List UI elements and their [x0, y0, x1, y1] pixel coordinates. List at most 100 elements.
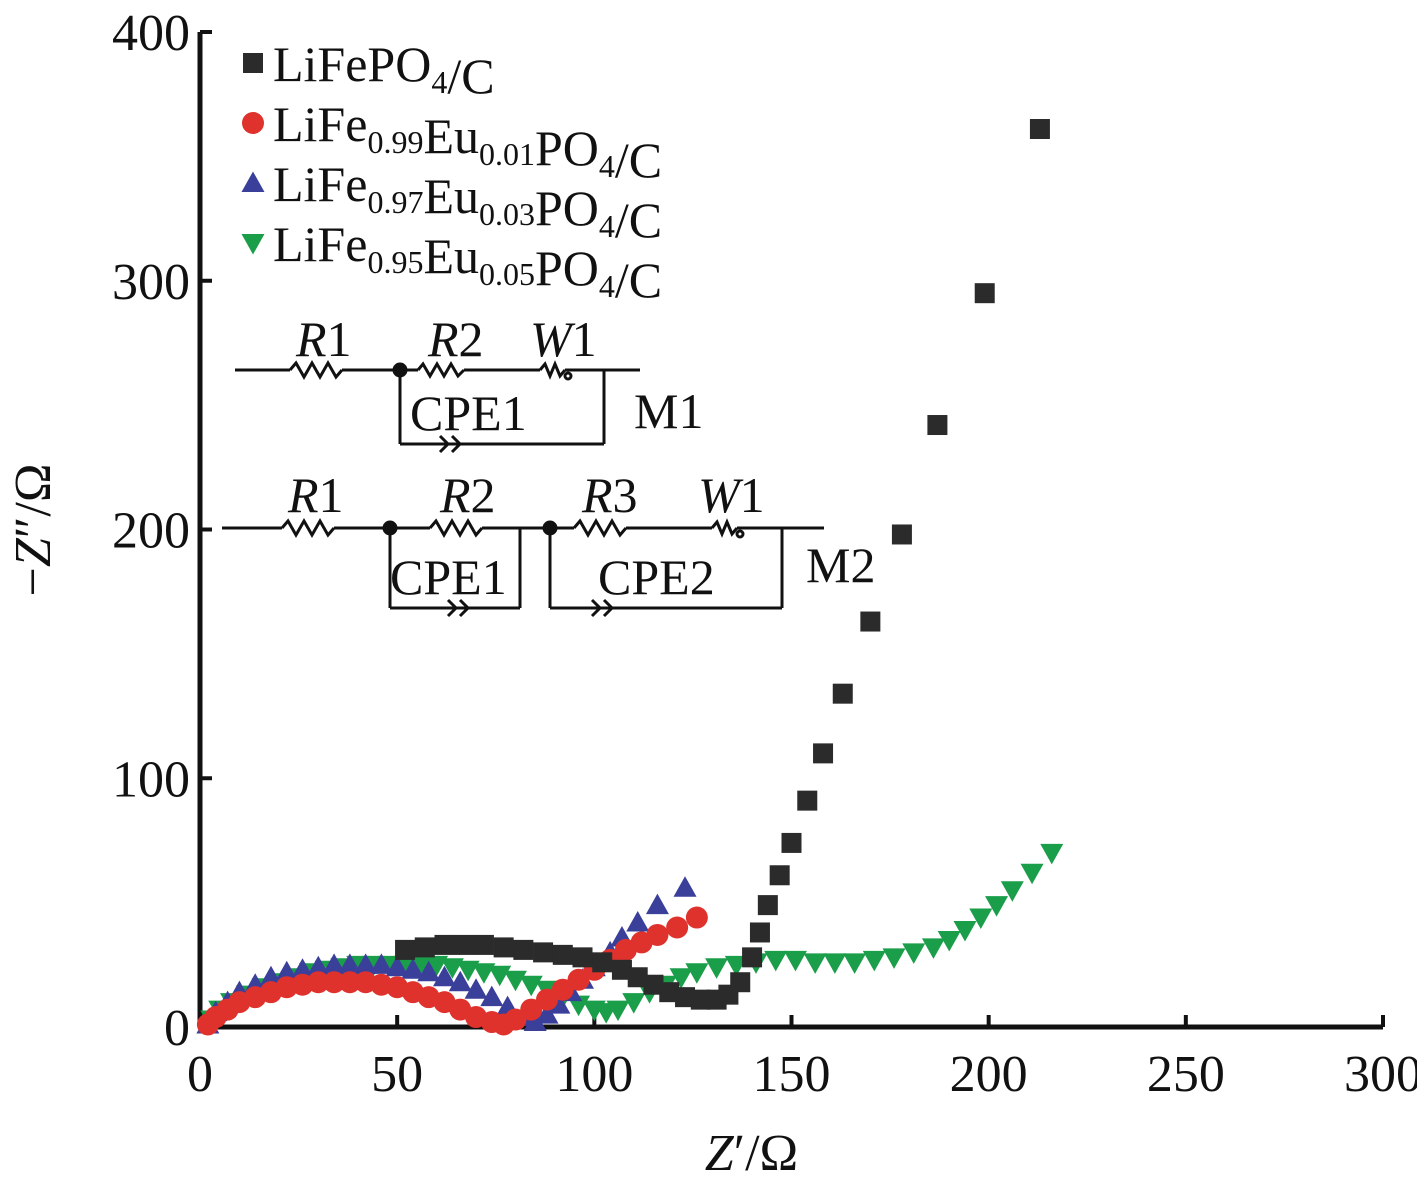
- legend-label: LiFe0.99Eu0.01PO4/C: [273, 96, 662, 188]
- x-axis-title: Z′/Ω: [705, 1125, 798, 1181]
- data-point: [974, 283, 995, 304]
- data-point: [417, 960, 441, 982]
- data-point: [685, 906, 708, 929]
- data-series: [196, 119, 1064, 1036]
- data-point: [456, 960, 480, 982]
- data-point: [675, 987, 696, 1008]
- data-point: [323, 971, 346, 994]
- data-point: [306, 955, 330, 977]
- data-point: [902, 943, 926, 964]
- legend-label: LiFePO4/C: [273, 36, 495, 104]
- data-point: [742, 947, 763, 968]
- data-point: [434, 934, 455, 955]
- data-point: [369, 953, 393, 974]
- data-point: [480, 985, 504, 1007]
- data-point: [448, 970, 472, 992]
- svg-text:R1: R1: [295, 311, 352, 367]
- legend-marker: [243, 53, 263, 73]
- data-point: [937, 930, 961, 952]
- data-point: [291, 958, 315, 979]
- data-point: [611, 959, 632, 980]
- data-point: [927, 415, 948, 436]
- data-point: [643, 974, 664, 995]
- data-point: [690, 989, 711, 1010]
- svg-text:R2: R2: [439, 467, 496, 523]
- data-point: [823, 953, 847, 974]
- data-point: [626, 911, 650, 932]
- data-point: [969, 908, 993, 930]
- data-point: [862, 950, 886, 972]
- circuit-m1-labels: R1 R2 W1 CPE1 M1: [295, 311, 703, 441]
- data-point: [781, 832, 802, 853]
- data-point: [513, 939, 534, 960]
- data-point: [783, 950, 807, 972]
- data-point: [473, 934, 494, 955]
- data-point: [843, 953, 867, 974]
- legend-marker: [241, 234, 265, 255]
- data-point: [769, 865, 790, 886]
- legend-marker: [241, 171, 265, 192]
- series-1: [196, 906, 708, 1036]
- data-point: [504, 1008, 527, 1031]
- data-point: [354, 953, 378, 974]
- data-point: [803, 953, 827, 974]
- data-point: [627, 967, 648, 988]
- data-point: [757, 895, 778, 916]
- data-point: [891, 524, 912, 545]
- svg-text:R1: R1: [287, 467, 344, 523]
- data-point: [307, 971, 330, 994]
- svg-text:W1: W1: [530, 311, 597, 367]
- data-point: [493, 937, 514, 958]
- data-point: [567, 968, 590, 991]
- data-point: [705, 958, 729, 979]
- svg-text:CPE1: CPE1: [390, 549, 507, 605]
- data-point: [552, 944, 573, 965]
- data-point: [1029, 119, 1050, 140]
- data-point: [860, 611, 881, 632]
- data-point: [409, 955, 433, 977]
- data-point: [921, 938, 945, 959]
- svg-text:M2: M2: [806, 537, 875, 593]
- data-point: [659, 982, 680, 1003]
- circuit-m2-labels: R1 R2 R3 W1 CPE1 CPE2 M2: [287, 467, 875, 605]
- svg-text:R3: R3: [581, 467, 638, 523]
- svg-text:CPE2: CPE2: [598, 549, 715, 605]
- data-point: [669, 968, 693, 989]
- x-tick-label: 250: [1147, 1046, 1225, 1103]
- svg-text:R2: R2: [427, 311, 484, 367]
- y-tick-label: 0: [164, 1000, 190, 1057]
- data-point: [685, 963, 709, 984]
- y-tick-label: 300: [112, 254, 190, 311]
- x-tick-label: 50: [371, 1046, 423, 1103]
- data-point: [533, 942, 554, 963]
- x-tick-label: 150: [753, 1046, 831, 1103]
- y-axis-title: −Z″/Ω: [5, 464, 62, 597]
- data-point: [414, 937, 435, 958]
- data-point: [622, 993, 646, 1014]
- data-point: [985, 896, 1009, 917]
- x-tick-label: 200: [950, 1046, 1028, 1103]
- data-point: [338, 971, 361, 994]
- data-point: [953, 920, 977, 942]
- data-point: [523, 1010, 547, 1032]
- data-point: [322, 953, 346, 974]
- data-point: [730, 972, 751, 993]
- data-point: [464, 978, 488, 999]
- svg-text:CPE1: CPE1: [410, 385, 527, 441]
- data-point: [572, 947, 593, 968]
- data-point: [813, 743, 834, 764]
- data-point: [401, 958, 425, 979]
- data-point: [749, 922, 770, 943]
- legend-marker: [242, 112, 264, 134]
- data-point: [454, 934, 475, 955]
- data-point: [645, 893, 669, 915]
- x-tick-label: 0: [187, 1046, 213, 1103]
- legend: LiFePO4/CLiFe0.99Eu0.01PO4/CLiFe0.97Eu0.…: [241, 36, 662, 308]
- x-tick-label: 100: [555, 1046, 633, 1103]
- data-point: [425, 955, 449, 977]
- circuit-m1: [235, 359, 640, 454]
- data-point: [472, 963, 496, 984]
- legend-label: LiFe0.95Eu0.05PO4/C: [273, 216, 662, 308]
- data-point: [882, 948, 906, 969]
